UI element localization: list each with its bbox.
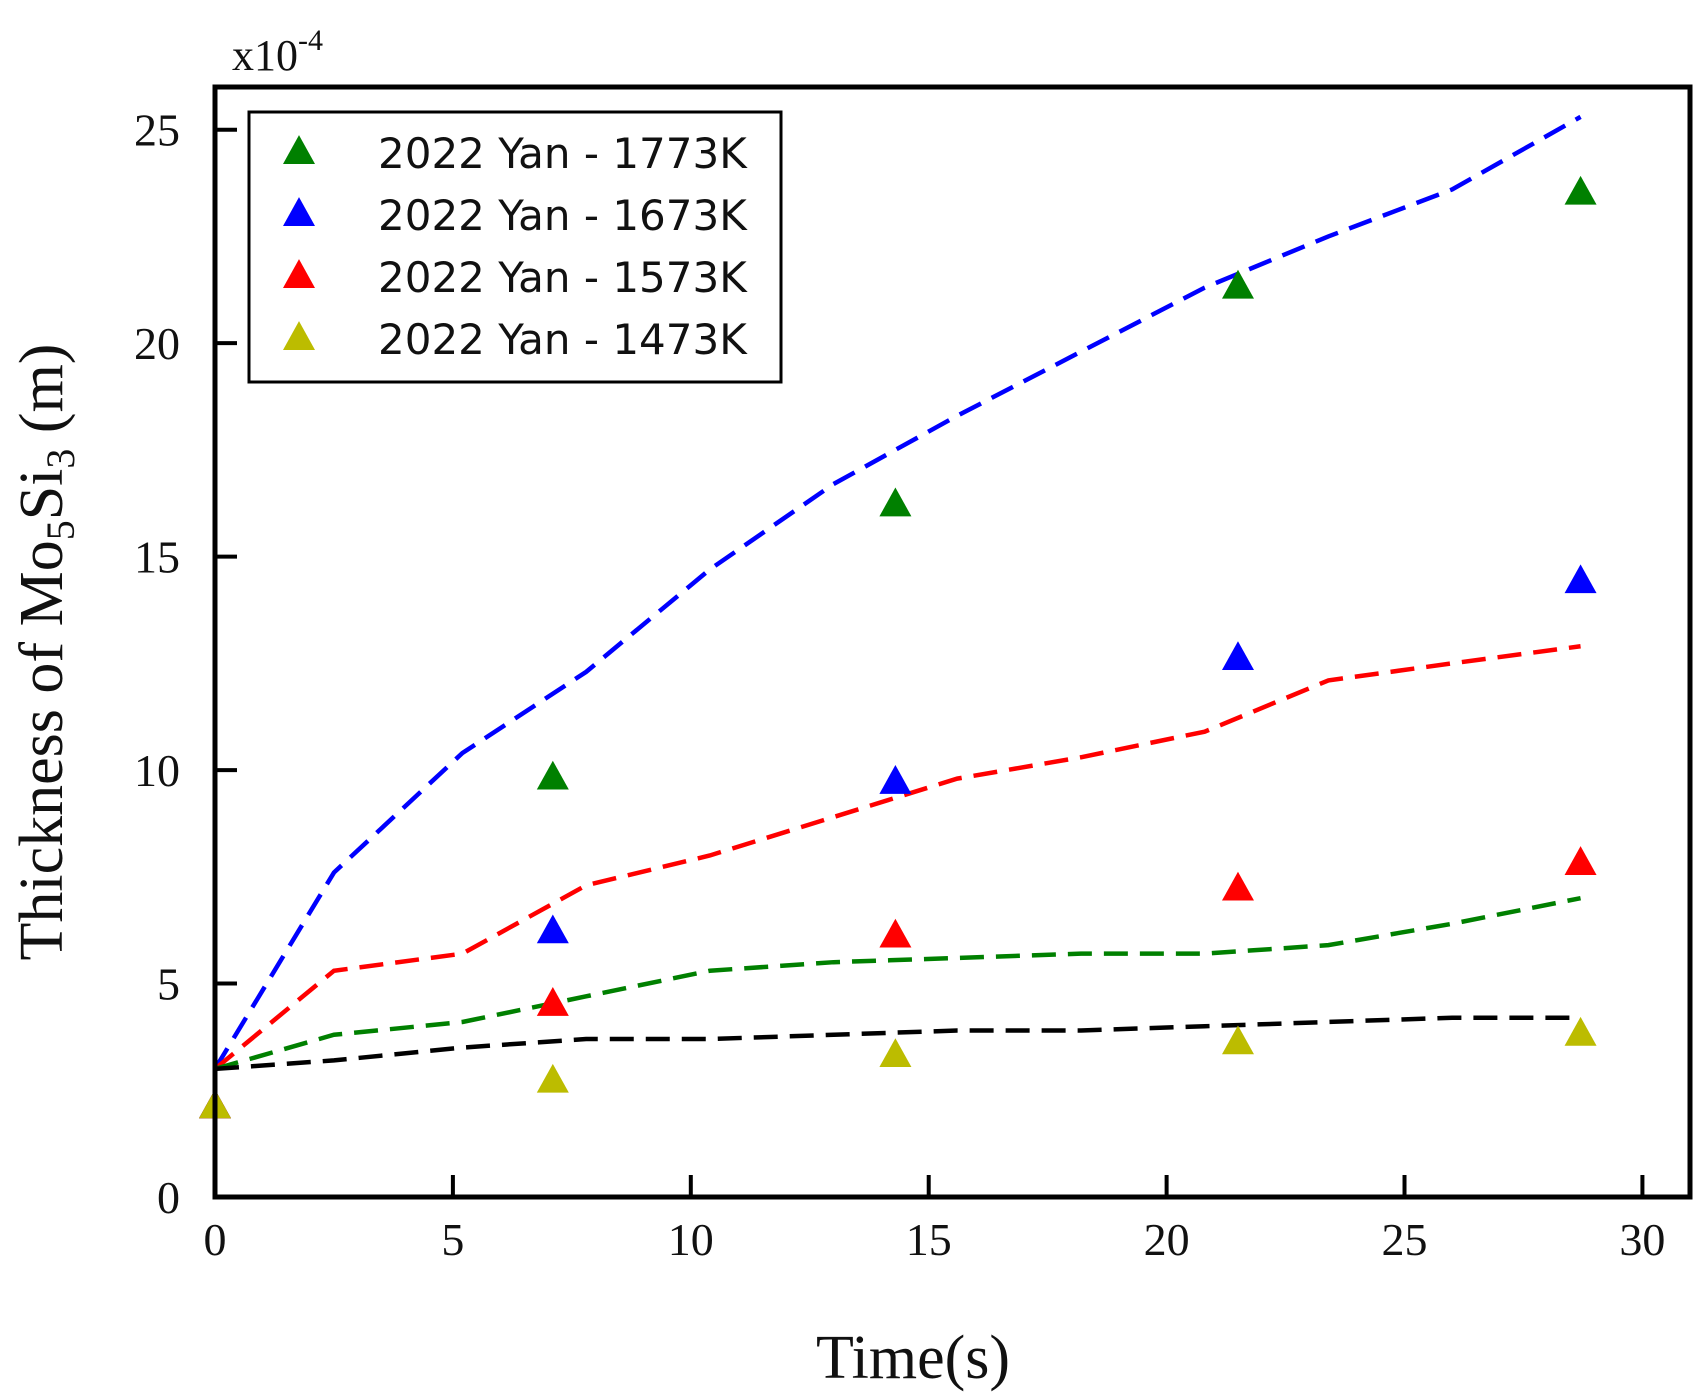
legend-marker xyxy=(283,321,315,350)
x-tick-label: 20 xyxy=(1144,1214,1190,1265)
y-tick-label: 20 xyxy=(134,318,180,369)
x-tick-label: 30 xyxy=(1619,1214,1665,1265)
model-line-2 xyxy=(213,644,1581,1071)
model-line-3 xyxy=(214,895,1582,1072)
model-line-4 xyxy=(214,1015,1581,1072)
legend-marker xyxy=(283,259,315,288)
x-tick-label: 15 xyxy=(906,1214,952,1265)
legend-label: 2022 Yan - 1473K xyxy=(378,315,748,364)
x-tick-label: 10 xyxy=(668,1214,714,1265)
y-tick-label: 25 xyxy=(134,105,180,156)
y-label-mid: Si xyxy=(8,469,76,521)
legend-label: 2022 Yan - 1573K xyxy=(378,253,748,302)
x-tick-label: 5 xyxy=(441,1214,464,1265)
data-point xyxy=(879,487,912,517)
data-point xyxy=(536,987,569,1016)
y-tick-label: 0 xyxy=(157,1172,180,1223)
y-label-suffix: (m) xyxy=(8,344,76,449)
legend-box xyxy=(247,110,783,384)
data-point xyxy=(536,1063,569,1093)
legend-marker xyxy=(283,135,315,164)
x-tick-label: 0 xyxy=(204,1214,227,1265)
y-label-sub1: 5 xyxy=(38,520,83,540)
data-point xyxy=(1564,564,1597,594)
data-point xyxy=(1564,175,1597,205)
y-multiplier-exp: -4 xyxy=(298,24,323,57)
y-tick-label: 15 xyxy=(134,532,180,583)
legend-marker xyxy=(283,197,315,226)
y-label-prefix: Thickness of Mo xyxy=(8,540,76,960)
ticks: 0 5 10 15 20 25 30 0 5 10 15 20 25 xyxy=(134,105,1665,1265)
legend: 2022 Yan - 1773K 2022 Yan - 1673K 2022 Yan… xyxy=(247,110,783,384)
y-multiplier-base: x10 xyxy=(232,31,298,80)
data-point xyxy=(536,760,569,790)
data-point xyxy=(1221,269,1254,299)
x-axis-label: Time(s) xyxy=(816,1324,1010,1392)
y-tick-label: 10 xyxy=(134,745,180,796)
legend-label: 2022 Yan - 1673K xyxy=(378,191,748,240)
model-line-1 xyxy=(213,114,1582,1071)
data-point xyxy=(1221,1025,1254,1055)
data-point xyxy=(1564,846,1597,875)
plot-frame xyxy=(212,84,1693,1200)
y-label-sub2: 3 xyxy=(38,449,83,469)
data-point xyxy=(879,1038,912,1068)
data-point xyxy=(879,918,912,948)
model-lines xyxy=(213,114,1582,1072)
y-multiplier: x10-4 xyxy=(232,24,323,80)
data-point xyxy=(536,914,569,944)
x-tick-label: 25 xyxy=(1382,1214,1428,1265)
y-axis-label: Thickness of Mo5Si3 (m) xyxy=(8,344,83,961)
data-point xyxy=(1221,641,1254,671)
legend-label: 2022 Yan - 1773K xyxy=(378,129,748,178)
data-point xyxy=(879,765,912,794)
y-tick-label: 5 xyxy=(157,959,180,1010)
data-point xyxy=(1221,871,1254,901)
data-point xyxy=(1564,1016,1597,1046)
data-points xyxy=(199,175,1597,1119)
